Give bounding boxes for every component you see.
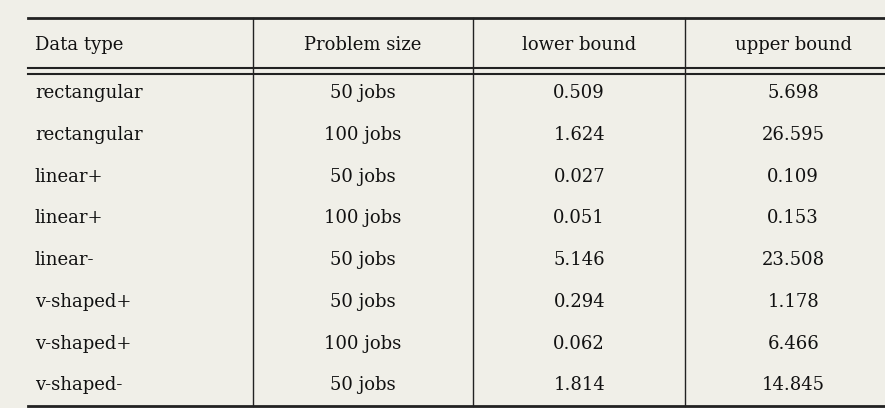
Text: upper bound: upper bound (735, 36, 851, 54)
Text: linear+: linear+ (35, 209, 104, 227)
Text: 0.027: 0.027 (553, 168, 605, 186)
Text: 0.062: 0.062 (553, 335, 605, 353)
Text: Problem size: Problem size (304, 36, 422, 54)
Text: linear+: linear+ (35, 168, 104, 186)
Text: linear-: linear- (35, 251, 95, 269)
Text: v-shaped-: v-shaped- (35, 376, 122, 395)
Text: Data type: Data type (35, 36, 123, 54)
Text: 5.698: 5.698 (767, 84, 819, 102)
Text: 0.051: 0.051 (553, 209, 605, 227)
Text: 5.146: 5.146 (553, 251, 605, 269)
Text: 26.595: 26.595 (762, 126, 825, 144)
Text: lower bound: lower bound (522, 36, 636, 54)
Text: 0.109: 0.109 (767, 168, 820, 186)
Text: 50 jobs: 50 jobs (330, 251, 396, 269)
Text: rectangular: rectangular (35, 84, 142, 102)
Text: 50 jobs: 50 jobs (330, 376, 396, 395)
Text: 1.624: 1.624 (553, 126, 605, 144)
Text: 50 jobs: 50 jobs (330, 84, 396, 102)
Text: 50 jobs: 50 jobs (330, 293, 396, 311)
Text: 100 jobs: 100 jobs (325, 335, 402, 353)
Text: 100 jobs: 100 jobs (325, 126, 402, 144)
Text: 23.508: 23.508 (762, 251, 825, 269)
Text: 50 jobs: 50 jobs (330, 168, 396, 186)
Text: 100 jobs: 100 jobs (325, 209, 402, 227)
Text: 1.178: 1.178 (767, 293, 819, 311)
Text: 6.466: 6.466 (767, 335, 819, 353)
Text: v-shaped+: v-shaped+ (35, 293, 131, 311)
Text: 1.814: 1.814 (553, 376, 605, 395)
Text: v-shaped+: v-shaped+ (35, 335, 131, 353)
Text: 0.153: 0.153 (767, 209, 819, 227)
Text: 0.294: 0.294 (553, 293, 605, 311)
Text: 0.509: 0.509 (553, 84, 605, 102)
Text: rectangular: rectangular (35, 126, 142, 144)
Text: 14.845: 14.845 (762, 376, 825, 395)
